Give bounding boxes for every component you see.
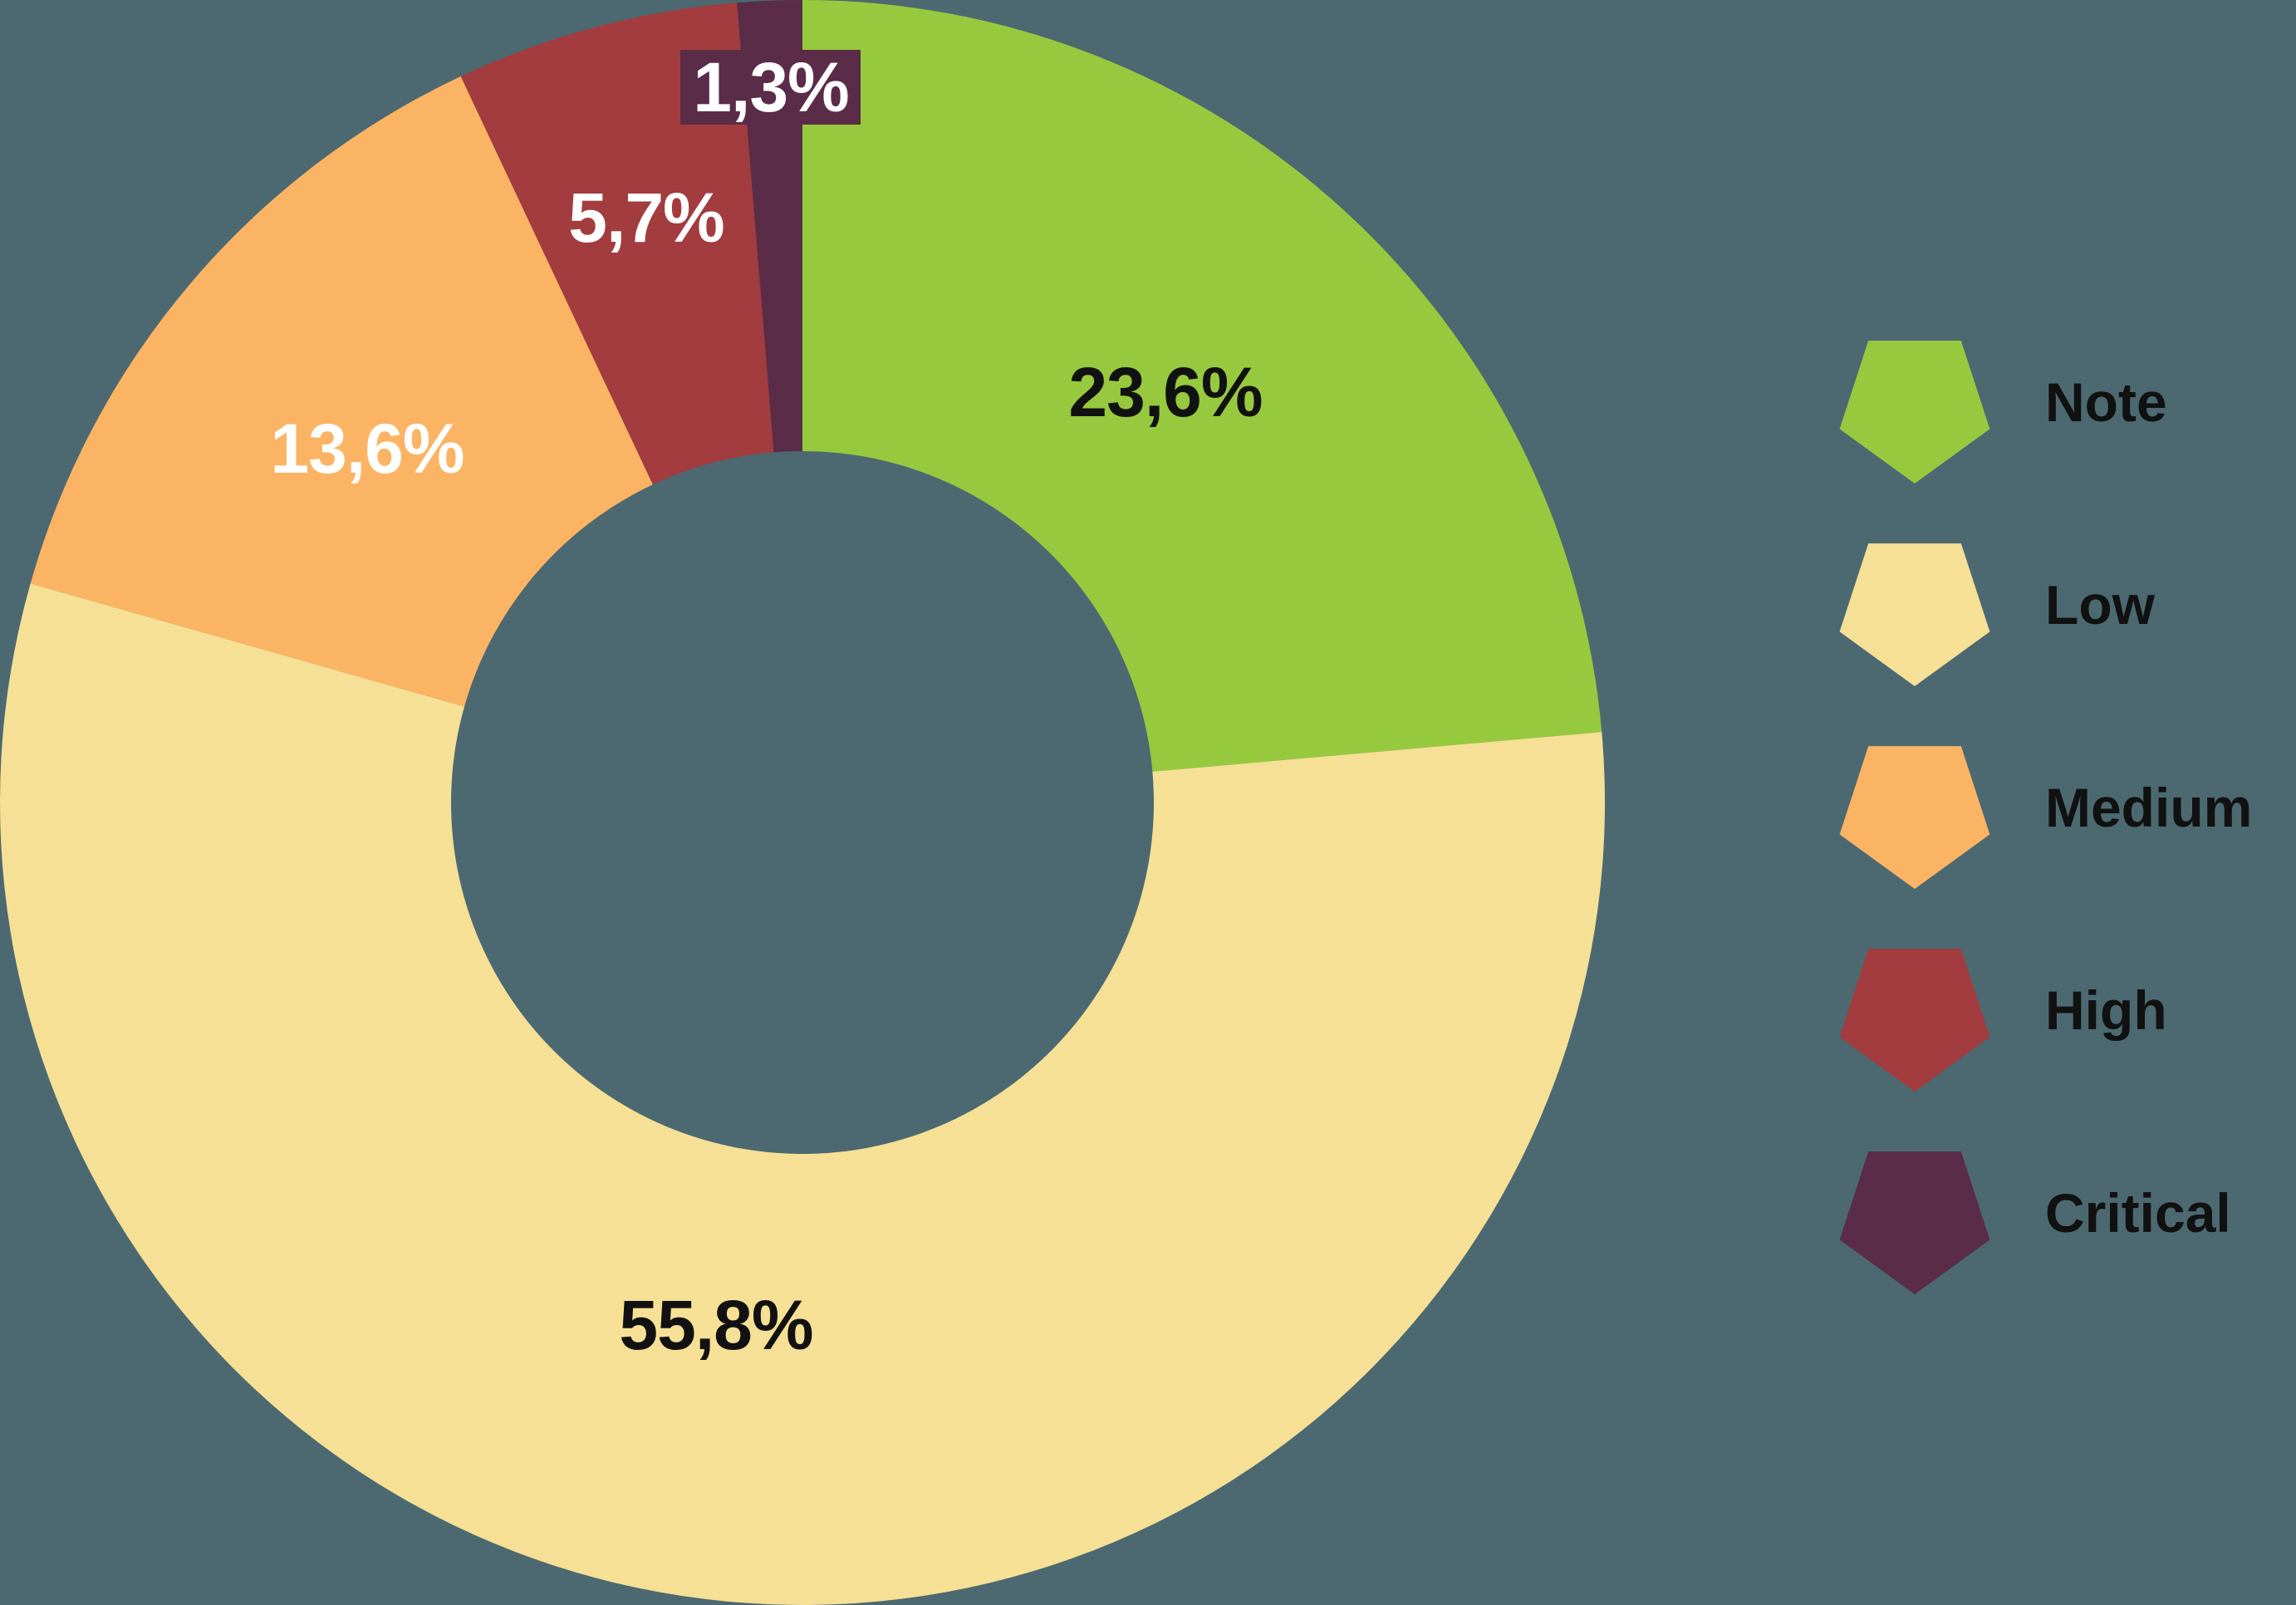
slice-label-high: 5,7%	[568, 179, 724, 257]
low-pentagon-marker-icon	[1839, 543, 1990, 686]
critical-label-box	[680, 50, 861, 125]
slice-note	[802, 0, 1602, 772]
legend-item-note: Note	[2045, 371, 2167, 433]
legend-item-low: Low	[2045, 573, 2155, 636]
pentagon-shape	[1839, 949, 1990, 1092]
slice-label-low: 55,8%	[619, 1286, 812, 1364]
donut-chart: 23,6% 55,8% 13,6% 5,7% 1,3%	[0, 0, 1605, 1605]
slice-label-critical: 1,3%	[693, 48, 848, 126]
slice-medium	[30, 76, 653, 707]
legend-item-critical: Critical	[2045, 1181, 2231, 1244]
note-pentagon-marker-icon	[1839, 341, 1990, 483]
legend-item-high: High	[2045, 979, 2167, 1041]
slice-label-note: 23,6%	[1068, 353, 1262, 431]
slice-label-medium: 13,6%	[270, 410, 464, 488]
slice-low	[0, 583, 1605, 1605]
critical-pentagon-marker-icon	[1839, 1151, 1990, 1294]
medium-pentagon-marker-icon	[1839, 746, 1990, 889]
pentagon-shape	[1839, 1151, 1990, 1294]
pentagon-shape	[1839, 543, 1990, 686]
high-pentagon-marker-icon	[1839, 949, 1990, 1092]
legend-item-medium: Medium	[2045, 776, 2253, 838]
pentagon-shape	[1839, 746, 1990, 889]
pentagon-shape	[1839, 341, 1990, 483]
